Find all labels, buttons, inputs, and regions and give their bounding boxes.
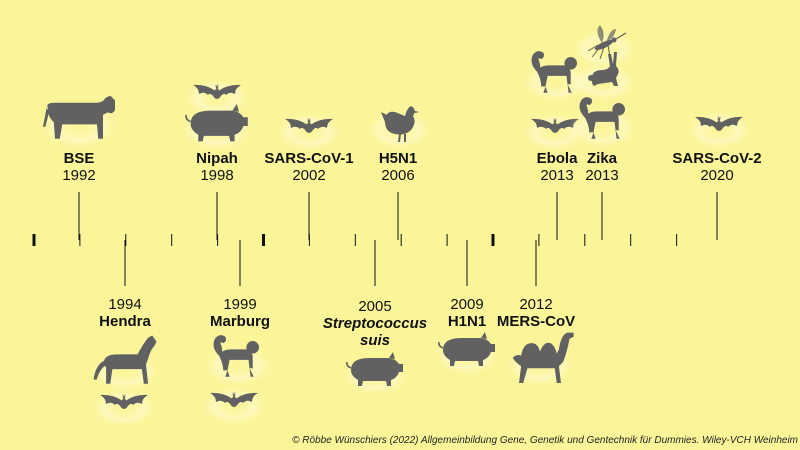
event-name: Hendra bbox=[99, 313, 151, 330]
event-stems bbox=[78, 192, 718, 286]
event-name: Zika bbox=[586, 150, 617, 167]
event-label-ebola: Ebola 2013 bbox=[492, 150, 622, 184]
event-label-strep: 2005 Streptococcus suis bbox=[310, 298, 440, 349]
event-name-line2: suis bbox=[359, 332, 390, 349]
event-label-h5n1: H5N1 2006 bbox=[333, 150, 463, 184]
event-year: 2020 bbox=[700, 167, 734, 184]
event-year: 2002 bbox=[292, 167, 326, 184]
event-name: H5N1 bbox=[378, 150, 418, 167]
event-name: Streptococcus bbox=[322, 315, 428, 332]
event-label-sars1: SARS-CoV-1 2002 bbox=[244, 150, 374, 184]
event-name: Marburg bbox=[210, 313, 270, 330]
event-name: MERS-CoV bbox=[496, 313, 576, 330]
event-label-sars2: SARS-CoV-2 2020 bbox=[652, 150, 782, 184]
event-label-nipah: Nipah 1998 bbox=[152, 150, 282, 184]
event-name: Ebola bbox=[536, 150, 578, 167]
event-year: 2012 bbox=[519, 296, 553, 313]
event-year: 1999 bbox=[223, 296, 257, 313]
event-label-bse: BSE 1992 bbox=[14, 150, 144, 184]
event-year: 2005 bbox=[358, 298, 392, 315]
event-name: Nipah bbox=[196, 150, 238, 167]
event-name: BSE bbox=[63, 150, 95, 167]
event-label-mers: 2012 MERS-CoV bbox=[471, 296, 601, 330]
event-year: 2013 bbox=[585, 167, 619, 184]
event-year: 2006 bbox=[381, 167, 415, 184]
event-name: SARS-CoV-2 bbox=[672, 150, 762, 167]
silhouette-halo bbox=[570, 29, 638, 69]
event-year: 1998 bbox=[200, 167, 234, 184]
event-year: 2009 bbox=[450, 296, 484, 313]
event-name: H1N1 bbox=[447, 313, 487, 330]
year-ticks bbox=[32, 234, 678, 246]
event-name: SARS-CoV-1 bbox=[264, 150, 354, 167]
host-animal-silhouettes bbox=[38, 25, 753, 428]
event-label-hendra: 1994 Hendra bbox=[60, 296, 190, 330]
event-year: 2013 bbox=[540, 167, 574, 184]
event-label-h1n1: 2009 H1N1 bbox=[402, 296, 532, 330]
event-label-zika: Zika 2013 bbox=[537, 150, 667, 184]
event-label-marburg: 1999 Marburg bbox=[175, 296, 305, 330]
copyright-credit: © Röbbe Wünschiers (2022) Allgemeinbildu… bbox=[292, 435, 798, 446]
event-year: 1992 bbox=[62, 167, 96, 184]
event-year: 1994 bbox=[108, 296, 142, 313]
